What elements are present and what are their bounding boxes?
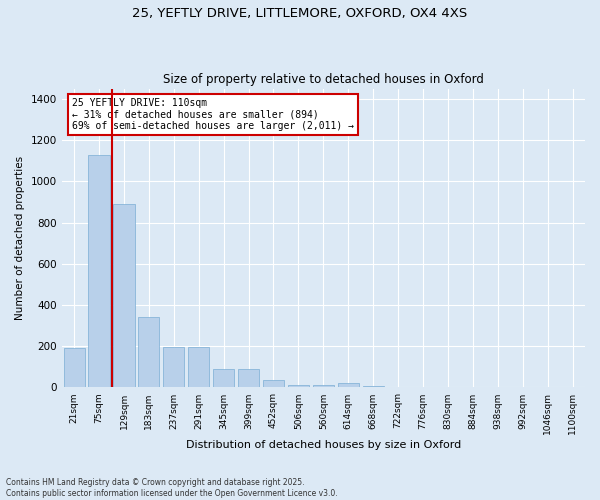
- Text: Contains HM Land Registry data © Crown copyright and database right 2025.
Contai: Contains HM Land Registry data © Crown c…: [6, 478, 338, 498]
- Text: 25 YEFTLY DRIVE: 110sqm
← 31% of detached houses are smaller (894)
69% of semi-d: 25 YEFTLY DRIVE: 110sqm ← 31% of detache…: [72, 98, 354, 130]
- Bar: [88, 154, 110, 388]
- Bar: [313, 386, 334, 388]
- Bar: [338, 384, 359, 388]
- Bar: [213, 369, 234, 388]
- Bar: [188, 348, 209, 388]
- Bar: [138, 318, 160, 388]
- Y-axis label: Number of detached properties: Number of detached properties: [15, 156, 25, 320]
- Bar: [64, 348, 85, 388]
- Title: Size of property relative to detached houses in Oxford: Size of property relative to detached ho…: [163, 73, 484, 86]
- X-axis label: Distribution of detached houses by size in Oxford: Distribution of detached houses by size …: [186, 440, 461, 450]
- Bar: [163, 348, 184, 388]
- Bar: [238, 369, 259, 388]
- Bar: [113, 204, 134, 388]
- Bar: [263, 380, 284, 388]
- Bar: [362, 386, 384, 388]
- Text: 25, YEFTLY DRIVE, LITTLEMORE, OXFORD, OX4 4XS: 25, YEFTLY DRIVE, LITTLEMORE, OXFORD, OX…: [133, 8, 467, 20]
- Bar: [288, 385, 309, 388]
